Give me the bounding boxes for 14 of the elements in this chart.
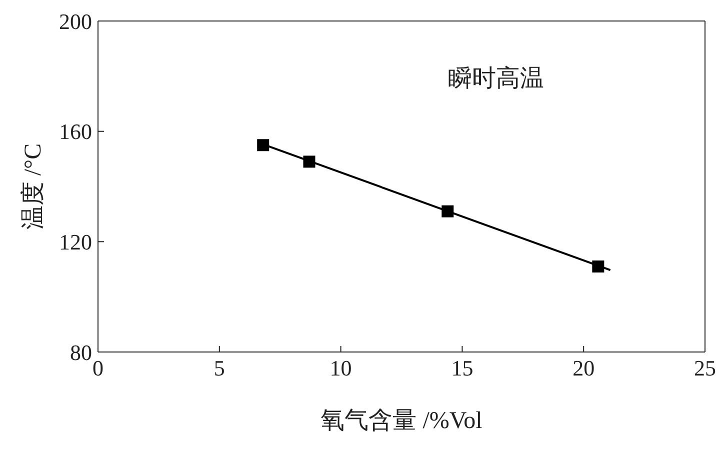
annotation: 瞬时高温 xyxy=(448,64,544,94)
y-tick-label: 160 xyxy=(59,119,92,144)
y-tick-label: 200 xyxy=(59,8,92,34)
x-tick-label: 5 xyxy=(214,356,225,381)
x-tick-label: 20 xyxy=(572,356,595,381)
y-tick-label: 80 xyxy=(70,340,92,365)
x-tick-label: 0 xyxy=(92,356,104,381)
y-tick-label: 120 xyxy=(59,229,92,254)
x-tick-label: 15 xyxy=(451,356,474,381)
x-axis-title: 氧气含量 /%Vol xyxy=(320,408,483,434)
x-tick-label: 10 xyxy=(330,356,352,381)
y-axis-title: 温度 /°C xyxy=(20,143,47,230)
x-tick-label: 25 xyxy=(694,356,716,381)
point xyxy=(257,139,270,152)
